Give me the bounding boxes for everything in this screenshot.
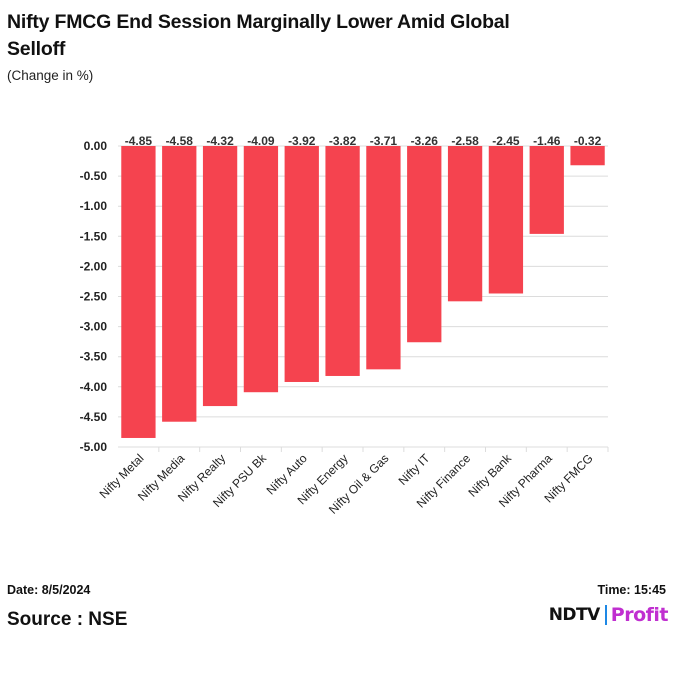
y-tick-label: -3.50 [80, 350, 108, 364]
y-tick-label: -1.00 [80, 199, 108, 213]
bar [529, 146, 564, 234]
data-label: -1.46 [533, 134, 561, 148]
chart-title: Nifty FMCG End Session Marginally Lower … [7, 11, 510, 60]
logo-profit-text: Profit [610, 604, 669, 626]
data-label: -3.71 [370, 134, 398, 148]
date-label: Date: 8/5/2024 [7, 583, 91, 597]
y-tick-label: -2.00 [80, 259, 108, 273]
bar [570, 146, 605, 166]
time-label: Time: 15:45 [597, 583, 666, 597]
bar-chart: 0.00 -0.50 -1.00 -1.50 -2.00 -2.50 -3.00 -3.50 -… [80, 134, 609, 517]
data-label: -2.58 [451, 134, 479, 148]
data-label: -3.82 [329, 134, 357, 148]
data-label: -4.32 [206, 134, 234, 148]
y-tick-label: -5.00 [80, 440, 108, 454]
chart-subtitle: (Change in %) [7, 68, 94, 83]
y-tick-label: -1.50 [80, 229, 108, 243]
data-label: -4.09 [247, 134, 275, 148]
y-tick-label: -3.00 [80, 320, 108, 334]
data-label: -4.85 [125, 134, 153, 148]
bar [366, 146, 401, 370]
bar [121, 146, 156, 438]
data-label: -3.26 [411, 134, 439, 148]
y-tick-label: -0.50 [80, 169, 108, 183]
bar [243, 146, 279, 393]
data-label: -3.92 [288, 134, 316, 148]
logo-ndtv-text: NDTV [548, 605, 601, 625]
y-tick-label: -2.50 [80, 290, 108, 304]
bars [121, 146, 605, 438]
bar [407, 146, 442, 343]
ndtv-profit-logo: NDTV Profit [548, 602, 669, 628]
grid-lines [118, 145, 608, 448]
source-label: Source : NSE [7, 609, 128, 630]
bar [325, 146, 360, 376]
bar [488, 146, 524, 294]
data-label: -2.45 [492, 134, 520, 148]
y-axis-ticks: 0.00 -0.50 -1.00 -1.50 -2.00 -2.50 -3.00 -3.50 -… [80, 139, 108, 454]
logo-divider [604, 605, 607, 625]
bar [447, 146, 483, 302]
bar [202, 146, 238, 407]
data-labels: -4.85 -4.58 -4.32 -4.09 -3.92 -3.82 -3.71 -3.26… [125, 134, 602, 148]
x-tick-label: Nifty IT [396, 451, 433, 488]
data-label: -0.32 [574, 134, 602, 148]
y-tick-label: 0.00 [84, 139, 108, 153]
bar [284, 146, 319, 382]
data-label: -4.58 [166, 134, 194, 148]
y-tick-label: -4.00 [80, 380, 108, 394]
bar [162, 146, 197, 422]
y-tick-label: -4.50 [80, 410, 108, 424]
